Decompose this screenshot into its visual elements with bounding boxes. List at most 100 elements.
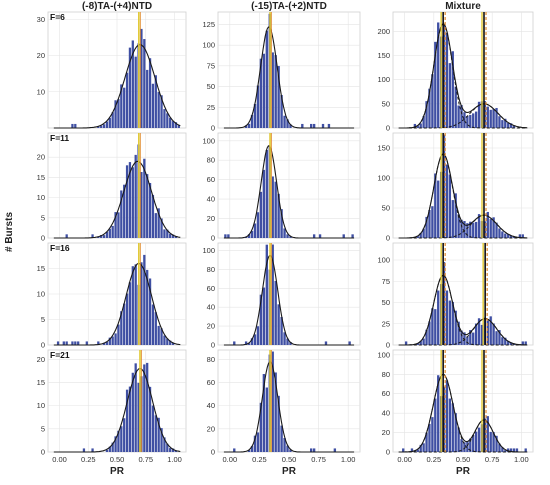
histogram-bar [318, 234, 322, 238]
histogram-bar [280, 317, 283, 345]
histogram-bar [277, 193, 280, 238]
histogram-bar [166, 338, 169, 345]
histogram-bar [160, 428, 163, 452]
y-tick-label: 50 [207, 82, 215, 91]
histogram-bar [454, 193, 457, 238]
histogram-bar [472, 113, 475, 128]
histogram-bar [91, 448, 94, 452]
histogram-bar [504, 337, 507, 345]
histogram-bar [253, 104, 257, 128]
histogram-bar [65, 341, 68, 345]
histogram-bar [163, 229, 166, 238]
y-tick-label: 75 [207, 61, 215, 70]
y-tick-label: 0 [41, 341, 45, 350]
frame-label: F=21 [50, 350, 70, 360]
histogram-bar [105, 231, 109, 238]
y-tick-label: 125 [202, 20, 215, 29]
y-tick-label: 20 [207, 214, 215, 223]
histogram-bar [169, 117, 172, 128]
x-tick-label: 0.25 [252, 455, 267, 464]
histogram-bar [131, 40, 134, 128]
y-tick-label: 100 [202, 136, 215, 145]
histogram-bar [454, 310, 457, 345]
y-tick-label: 150 [377, 144, 390, 153]
histogram-bar [312, 123, 316, 128]
y-tick-label: 150 [377, 51, 390, 60]
histogram-bar [419, 340, 422, 345]
histogram-bar [404, 341, 408, 345]
histogram-bar [274, 372, 277, 452]
histogram-bar [492, 432, 495, 452]
histogram-bar [448, 174, 452, 238]
histogram-bar [460, 330, 463, 345]
fit-curve [53, 44, 181, 129]
histogram-bar [445, 32, 449, 128]
histogram-bar [137, 382, 140, 452]
histogram-bar [146, 69, 149, 128]
histogram-bar [148, 58, 152, 128]
histogram-bar [521, 341, 524, 345]
histogram-bar [431, 74, 434, 128]
panel-r4-c2: 0 20 40 60 80 0.00 0.25 0.50 0.75 1.00 PR [207, 349, 361, 477]
y-tick-label: 15 [37, 264, 45, 273]
y-tick-label: 60 [382, 389, 390, 398]
x-tick-label: 0.25 [427, 455, 442, 464]
histogram-bar [277, 66, 280, 128]
histogram-bar [428, 88, 431, 128]
histogram-bar [274, 280, 277, 345]
x-tick-label: 0.25 [81, 455, 96, 464]
histogram-bar [111, 112, 114, 128]
histogram-bar [416, 125, 419, 128]
histogram-bar [413, 123, 417, 128]
histogram-bar [74, 341, 77, 345]
column-title: Mixture [445, 1, 481, 12]
histogram-bar [492, 109, 495, 128]
histogram-bar [120, 84, 123, 128]
histogram-bar [131, 167, 134, 238]
y-tick-label: 0 [386, 124, 390, 133]
fit-curve [398, 373, 528, 453]
histogram-bar [250, 114, 254, 128]
histogram-bar [71, 123, 74, 128]
histogram-bar [507, 233, 510, 238]
histogram-bar [498, 228, 501, 238]
histogram-bar [100, 235, 103, 238]
histogram-bar [402, 448, 405, 452]
y-tick-label: 100 [377, 75, 390, 84]
histogram-bar [271, 351, 274, 452]
histogram-bar [244, 125, 248, 128]
histogram-bar [271, 176, 274, 238]
histogram-bar [128, 386, 132, 452]
histogram-bar [169, 233, 172, 238]
histogram-bar [274, 55, 277, 128]
y-tick-label: 15 [37, 173, 45, 182]
histogram-bar [454, 413, 457, 452]
histogram-bar [342, 234, 345, 238]
histogram-bar [301, 123, 304, 128]
histogram-bar [253, 435, 257, 452]
histogram-bar [143, 254, 146, 345]
histogram-bar [445, 290, 449, 345]
histogram-bar [253, 223, 257, 238]
histogram-bar [477, 318, 481, 345]
histogram-bar [125, 389, 129, 452]
histogram-bar [146, 269, 149, 345]
histogram-bar [422, 228, 425, 238]
histogram-bar [163, 109, 166, 128]
histogram-bar [123, 184, 126, 238]
histogram-bar [489, 219, 492, 238]
histogram-bar [289, 236, 292, 238]
histogram-bar [477, 427, 481, 452]
fit-curve [398, 23, 528, 129]
histogram-bar [120, 311, 123, 345]
histogram-bar [515, 448, 519, 452]
histogram-bar [425, 216, 428, 238]
histogram-bar [143, 39, 146, 129]
y-tick-label: 0 [386, 234, 390, 243]
histogram-bar [166, 443, 169, 452]
histogram-bar [416, 236, 419, 238]
histogram-bar [451, 301, 454, 345]
y-tick-label: 20 [37, 51, 45, 60]
histogram-bar [463, 112, 466, 128]
histogram-bar [105, 121, 109, 128]
